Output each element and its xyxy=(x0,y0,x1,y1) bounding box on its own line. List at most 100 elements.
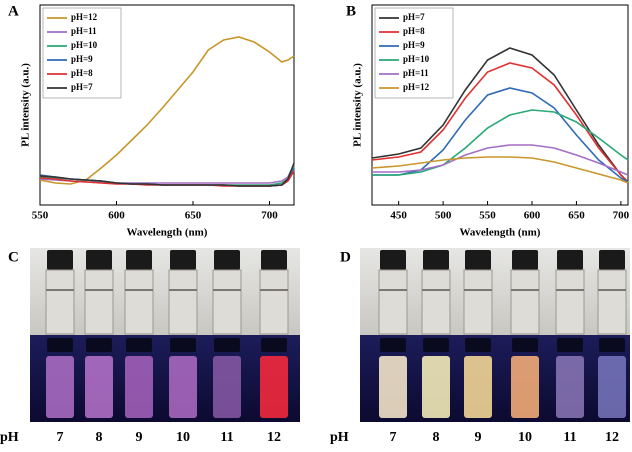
plot-frame xyxy=(39,4,295,206)
legend-box xyxy=(42,7,122,99)
vial-liquid-line xyxy=(260,289,288,291)
ph-value: 9 xyxy=(475,430,482,445)
ph-value: 10 xyxy=(518,430,532,445)
vial-glass xyxy=(84,269,114,335)
y-axis-title: PL intensity (a.u.) xyxy=(352,63,364,147)
series-line xyxy=(39,164,295,184)
vial-liquid-line xyxy=(511,289,539,291)
legend-label: pH=9 xyxy=(71,54,93,64)
legend-label: pH=11 xyxy=(71,26,97,36)
vial-liquid-line xyxy=(379,289,407,291)
vial-cap-dark xyxy=(423,338,449,352)
vial-glow xyxy=(598,356,626,418)
x-tick-label: 700 xyxy=(261,210,278,222)
vial-cap xyxy=(261,250,287,270)
vial-cap-dark xyxy=(465,338,491,352)
x-axis-title: Wavelength (nm) xyxy=(127,227,208,239)
vial-glow xyxy=(260,356,288,418)
legend-label: pH=8 xyxy=(403,26,425,36)
x-tick-label: 600 xyxy=(524,210,541,222)
ph-value: 10 xyxy=(176,430,190,445)
legend-label: pH=8 xyxy=(71,68,93,78)
ph-value: 9 xyxy=(136,430,143,445)
vial-liquid-line xyxy=(213,289,241,291)
x-tick-label: 550 xyxy=(32,210,49,222)
x-tick-label: 500 xyxy=(435,210,452,222)
panel-label: B xyxy=(346,3,356,19)
plot-frame xyxy=(371,4,629,206)
vial-liquid-line xyxy=(125,289,153,291)
x-tick-label: 700 xyxy=(613,210,630,222)
vial-liquid-line xyxy=(422,289,450,291)
vial-cap xyxy=(86,250,112,270)
vial-glass xyxy=(212,269,242,335)
vial-liquid-line xyxy=(556,289,584,291)
vial-liquid-line xyxy=(169,289,197,291)
vial-liquid-line xyxy=(46,289,74,291)
vial-cap-dark xyxy=(86,338,112,352)
legend-label: pH=11 xyxy=(403,68,429,78)
photo-top xyxy=(30,248,300,335)
vial-cap xyxy=(126,250,152,270)
vial-cap-dark xyxy=(170,338,196,352)
ph-label: pH xyxy=(0,430,19,445)
ph-value: 12 xyxy=(605,430,619,445)
vial-cap xyxy=(47,250,73,270)
vial-liquid-line xyxy=(598,289,626,291)
x-tick-label: 450 xyxy=(390,210,407,222)
vial-cap-dark xyxy=(47,338,73,352)
vial-cap-dark xyxy=(557,338,583,352)
x-tick-label: 650 xyxy=(185,210,202,222)
vial-cap-dark xyxy=(380,338,406,352)
vial-cap-dark xyxy=(214,338,240,352)
x-tick-label: 650 xyxy=(568,210,585,222)
vial-cap xyxy=(465,250,491,270)
vial-cap xyxy=(599,250,625,270)
ph-value: 11 xyxy=(563,430,576,445)
ph-value: 11 xyxy=(220,430,233,445)
ph-value: 12 xyxy=(267,430,281,445)
vial-glow xyxy=(46,356,74,418)
ph-label: pH xyxy=(330,430,349,445)
ph-value: 7 xyxy=(57,430,64,445)
vial-glow xyxy=(125,356,153,418)
vial-glass xyxy=(45,269,75,335)
vial-glow xyxy=(422,356,450,418)
vial-glow xyxy=(511,356,539,418)
legend-label: pH=10 xyxy=(71,40,98,50)
series-line xyxy=(371,62,629,183)
vial-cap xyxy=(214,250,240,270)
vial-cap xyxy=(557,250,583,270)
vial-cap xyxy=(170,250,196,270)
legend-label: pH=10 xyxy=(403,54,430,64)
x-tick-label: 550 xyxy=(479,210,496,222)
x-tick-label: 600 xyxy=(108,210,125,222)
legend-label: pH=12 xyxy=(71,12,98,22)
legend-label: pH=7 xyxy=(403,12,425,22)
photo-bottom xyxy=(30,335,300,422)
vial-glow xyxy=(213,356,241,418)
panel-label: C xyxy=(8,249,19,265)
series-line xyxy=(371,156,629,184)
vial-cap-dark xyxy=(126,338,152,352)
vial-glass xyxy=(378,269,408,335)
series-line xyxy=(371,47,629,183)
vial-glass xyxy=(463,269,493,335)
vial-cap-dark xyxy=(599,338,625,352)
vial-glass xyxy=(259,269,289,335)
vial-liquid-line xyxy=(85,289,113,291)
ph-value: 8 xyxy=(433,430,440,445)
vial-glass xyxy=(555,269,585,335)
vial-glass xyxy=(510,269,540,335)
ph-value: 8 xyxy=(96,430,103,445)
x-axis-title: Wavelength (nm) xyxy=(460,227,541,239)
legend-label: pH=12 xyxy=(403,82,430,92)
vial-glass xyxy=(421,269,451,335)
vial-glow xyxy=(85,356,113,418)
series-line xyxy=(39,162,295,187)
vial-cap xyxy=(380,250,406,270)
legend-label: pH=7 xyxy=(71,82,93,92)
vial-cap xyxy=(512,250,538,270)
vial-glow xyxy=(556,356,584,418)
